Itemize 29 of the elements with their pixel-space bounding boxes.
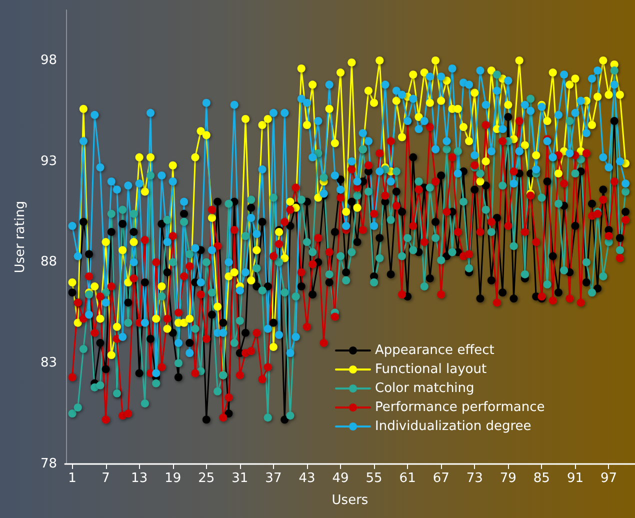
legend-label: Color matching	[375, 381, 474, 396]
x-tick-label: 97	[600, 471, 618, 486]
x-tick-label: 73	[466, 471, 483, 486]
x-tick-label: 49	[332, 471, 349, 486]
x-tick-label: 55	[366, 471, 382, 486]
x-tick-label: 91	[566, 471, 584, 486]
x-tick-label: 61	[399, 471, 416, 486]
x-tick-label: 37	[265, 471, 282, 486]
legend-label: Performance performance	[375, 400, 545, 415]
x-tick-label: 67	[432, 471, 450, 486]
y-tick-label: 93	[40, 154, 57, 169]
x-tick-label: 79	[500, 471, 516, 486]
legend-label: Individualization degree	[375, 419, 532, 434]
y-tick-label: 78	[40, 456, 57, 472]
legend-label: Functional layout	[375, 362, 487, 377]
x-tick-label: 85	[533, 471, 550, 486]
y-tick-label: 88	[40, 254, 57, 270]
y-axis-title: User rating	[13, 200, 28, 274]
legend-label: Appearance effect	[375, 343, 494, 358]
x-tick-label: 7	[102, 471, 110, 486]
x-tick-label: 19	[164, 471, 182, 486]
x-tick-label: 43	[298, 471, 316, 486]
x-tick-label: 1	[68, 471, 76, 486]
x-tick-label: 31	[232, 471, 248, 486]
y-tick-label: 83	[40, 356, 57, 371]
x-axis-title: Users	[332, 493, 368, 508]
x-tick-label: 25	[198, 471, 215, 486]
y-tick-label: 98	[40, 52, 57, 68]
x-tick-label: 13	[131, 471, 148, 486]
